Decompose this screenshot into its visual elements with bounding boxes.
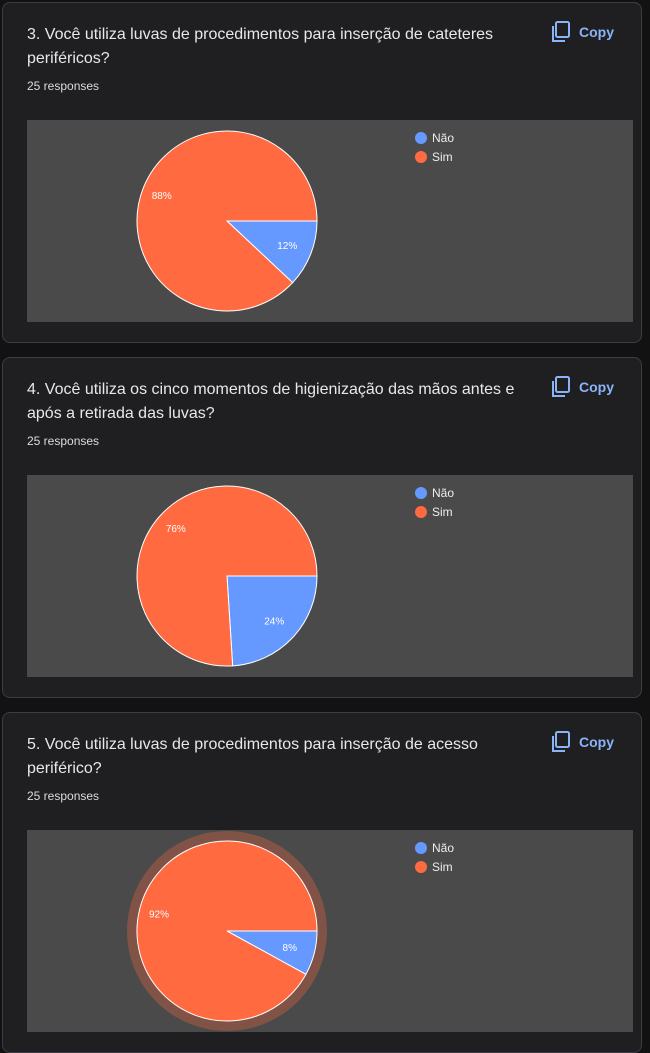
pie-slice-sim[interactable] xyxy=(136,840,318,1022)
chart-legend: Não Sim xyxy=(415,483,454,521)
question-title: 3. Você utiliza luvas de procedimentos p… xyxy=(27,26,494,67)
copy-icon xyxy=(552,731,570,752)
copy-label: Copy xyxy=(579,734,614,750)
legend-item-nao[interactable]: Não xyxy=(415,128,454,147)
copy-label: Copy xyxy=(579,24,614,40)
legend-label: Sim xyxy=(432,504,453,519)
pie-chart: 8% 92% Não Sim xyxy=(27,830,633,1032)
responses-count: 25 responses xyxy=(27,789,100,803)
legend-swatch-nao xyxy=(415,841,427,854)
slice-label: 8% xyxy=(283,943,298,954)
legend-item-nao[interactable]: Não xyxy=(415,483,454,502)
legend-item-nao[interactable]: Não xyxy=(415,838,454,857)
chart-legend: Não Sim xyxy=(415,128,454,166)
legend-item-sim[interactable]: Sim xyxy=(415,147,454,166)
pie-slice-sim[interactable] xyxy=(136,130,318,312)
copy-label: Copy xyxy=(579,379,614,395)
copy-button[interactable]: Copy xyxy=(551,731,614,753)
pie-slice-sim[interactable] xyxy=(136,485,318,667)
slice-label: 24% xyxy=(264,616,284,627)
question-card-5: 5. Você utiliza luvas de procedimentos p… xyxy=(2,712,642,1053)
slice-label: 76% xyxy=(166,524,186,535)
question-title: 4. Você utiliza os cinco momentos de hig… xyxy=(27,381,515,422)
legend-label: Não xyxy=(432,130,455,145)
copy-icon xyxy=(552,21,570,42)
legend-swatch-sim xyxy=(415,150,427,163)
slice-label: 88% xyxy=(152,191,172,202)
legend-swatch-nao xyxy=(415,131,427,144)
copy-button[interactable]: Copy xyxy=(551,376,614,398)
legend-label: Não xyxy=(432,840,455,855)
legend-label: Sim xyxy=(432,149,453,164)
legend-swatch-sim xyxy=(415,860,427,873)
pie-chart: 12% 88% Não Sim xyxy=(27,120,633,322)
copy-icon xyxy=(552,376,570,397)
legend-label: Não xyxy=(432,485,455,500)
legend-item-sim[interactable]: Sim xyxy=(415,857,454,876)
pie-slice-nao[interactable] xyxy=(226,575,318,667)
legend-item-sim[interactable]: Sim xyxy=(415,502,454,521)
legend-label: Sim xyxy=(432,859,453,874)
pie-chart: 24% 76% Não Sim xyxy=(27,475,633,677)
legend-swatch-sim xyxy=(415,505,427,518)
responses-count: 25 responses xyxy=(27,434,100,448)
pie-slice-nao[interactable] xyxy=(225,220,318,284)
question-title: 5. Você utiliza luvas de procedimentos p… xyxy=(27,736,478,777)
slice-label: 92% xyxy=(149,910,169,921)
copy-button[interactable]: Copy xyxy=(551,21,614,43)
slice-label: 12% xyxy=(277,241,297,252)
chart-legend: Não Sim xyxy=(415,838,454,876)
question-card-3: 3. Você utiliza luvas de procedimentos p… xyxy=(2,2,642,343)
legend-swatch-nao xyxy=(415,486,427,499)
question-card-4: 4. Você utiliza os cinco momentos de hig… xyxy=(2,357,642,698)
responses-count: 25 responses xyxy=(27,79,100,93)
